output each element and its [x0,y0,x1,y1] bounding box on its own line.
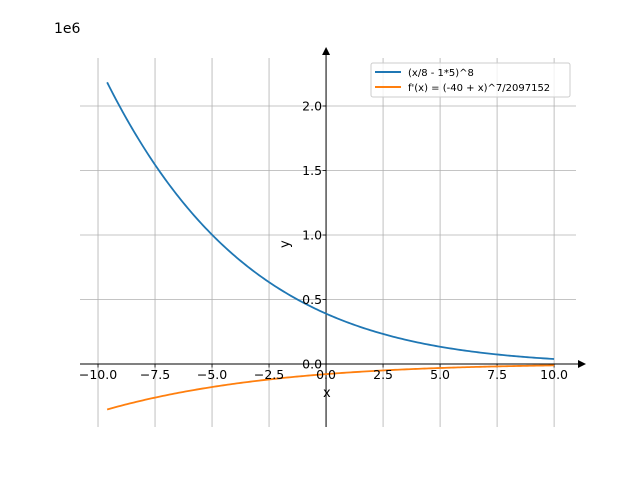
y-tick-label: 1.5 [302,163,322,178]
x-tick-label: −2.5 [254,367,284,382]
series-line-0 [106,81,555,360]
series-line-1 [106,364,555,411]
legend-label-1: f'(x) = (-40 + x)^7/2097152 [408,83,550,94]
y-tick-label: 1.0 [302,228,322,243]
x-tick-label: 5.0 [430,367,450,382]
x-tick-label: −5.0 [197,367,227,382]
y-tick-label: 2.0 [302,98,322,113]
x-tick-label: 10.0 [540,367,568,382]
x-tick-label: −10.0 [79,367,117,382]
legend: (x/8 - 1*5)^8 f'(x) = (-40 + x)^7/209715… [370,62,571,98]
series-lines [106,81,555,411]
tick-labels: −10.0 −7.5 −5.0 −2.5 0.0 2.5 5.0 7.5 10.0 0.0 0.5 1… [79,98,568,382]
legend-label-0: (x/8 - 1*5)^8 [408,68,474,79]
x-axis-arrow-icon [578,360,586,369]
y-axis-label: y [278,240,293,248]
x-axis-label: x [323,386,331,401]
x-tick-label: 0.0 [316,367,336,382]
y-tick-label: 0.5 [302,292,322,307]
y-axis-arrow-icon [322,47,331,55]
y-tick-label: 0.0 [302,357,322,372]
x-tick-label: 2.5 [373,367,393,382]
legend-box [370,62,571,98]
y-offset-label: 1e6 [54,21,81,37]
x-tick-label: −7.5 [140,367,170,382]
axes [80,47,586,427]
x-tick-label: 7.5 [487,367,507,382]
